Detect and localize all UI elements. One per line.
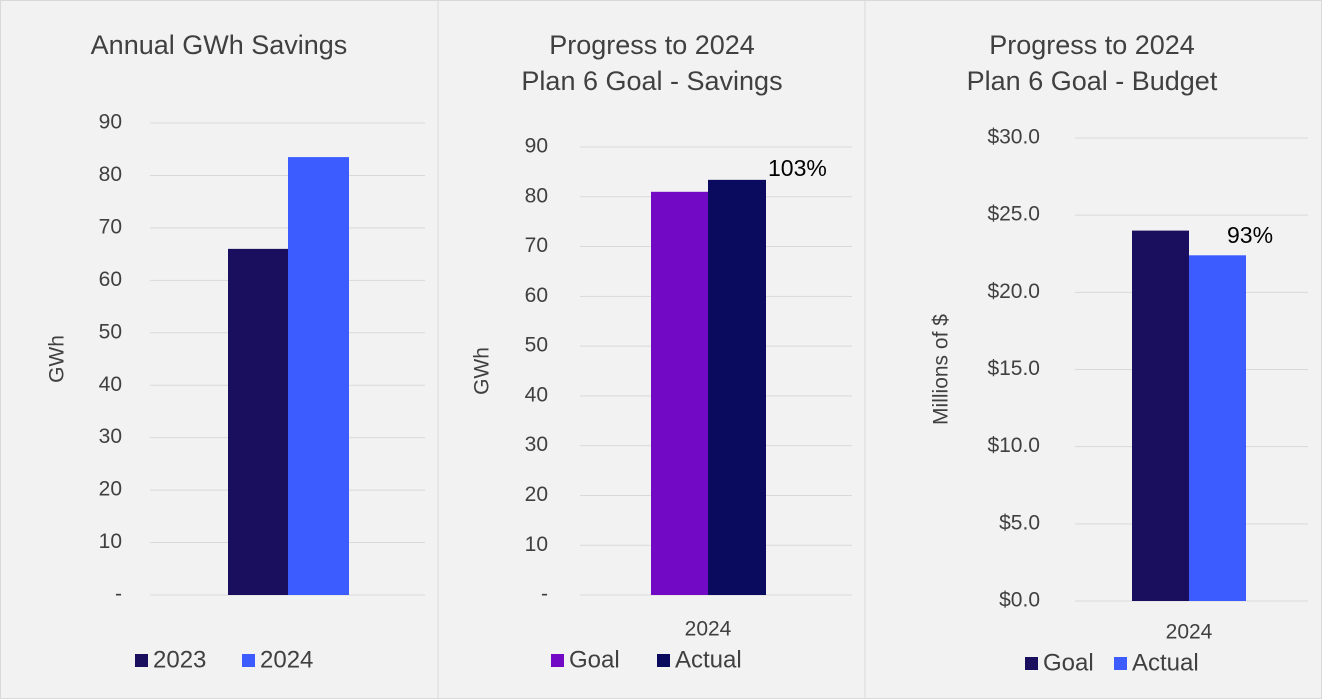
chart-title: Plan 6 Goal - Savings — [521, 66, 782, 96]
y-tick-label: 80 — [525, 184, 548, 207]
legend-swatch — [1114, 657, 1127, 670]
chart-title: Annual GWh Savings — [91, 30, 348, 60]
legend-swatch — [551, 654, 564, 667]
bar — [1189, 255, 1246, 601]
y-tick-label: 90 — [99, 111, 122, 134]
y-tick-label: 70 — [99, 215, 122, 238]
bar — [1132, 230, 1189, 601]
legend-label: 2024 — [260, 646, 313, 673]
y-tick-label: 30 — [525, 433, 548, 456]
legend-label: Actual — [1132, 649, 1199, 676]
y-tick-label: 90 — [525, 135, 548, 158]
y-tick-label: $20.0 — [987, 280, 1040, 303]
y-tick-label: $10.0 — [987, 434, 1040, 457]
chart-title: Progress to 2024 — [549, 30, 755, 60]
y-tick-label: 70 — [525, 234, 548, 257]
y-tick-label: 50 — [525, 334, 548, 357]
chart-title: Plan 6 Goal - Budget — [967, 66, 1218, 96]
legend-label: 2023 — [153, 646, 206, 673]
legend-swatch — [242, 654, 255, 667]
y-tick-label: 20 — [99, 478, 122, 501]
y-tick-label: 60 — [99, 268, 122, 291]
y-tick-label: $25.0 — [987, 203, 1040, 226]
y-tick-label: 40 — [99, 373, 122, 396]
legend-swatch — [1025, 657, 1038, 670]
y-tick-label: 40 — [525, 383, 548, 406]
legend-label: Goal — [569, 646, 620, 673]
x-tick-label: 2024 — [685, 618, 732, 641]
bar — [228, 248, 288, 595]
annotation: 93% — [1227, 222, 1273, 248]
y-tick-label: $15.0 — [987, 357, 1040, 380]
bar — [651, 191, 708, 596]
legend-swatch — [657, 654, 670, 667]
y-tick-label: 80 — [99, 163, 122, 186]
annotation: 103% — [768, 155, 827, 181]
y-tick-label: 20 — [525, 483, 548, 506]
y-tick-label: - — [541, 583, 548, 606]
bar — [708, 179, 766, 595]
legend-swatch — [135, 654, 148, 667]
y-tick-label: $30.0 — [987, 126, 1040, 149]
legend-label: Goal — [1043, 649, 1094, 676]
x-tick-label: 2024 — [1166, 621, 1213, 644]
y-axis-label: GWh — [46, 335, 69, 383]
y-axis-label: GWh — [471, 347, 494, 395]
legend-label: Actual — [675, 646, 742, 673]
chart-title: Progress to 2024 — [989, 30, 1195, 60]
y-tick-label: $5.0 — [999, 511, 1040, 534]
y-tick-label: 60 — [525, 284, 548, 307]
y-tick-label: $0.0 — [999, 589, 1040, 612]
y-tick-label: 30 — [99, 425, 122, 448]
y-tick-label: - — [115, 583, 122, 606]
y-tick-label: 10 — [99, 530, 122, 553]
y-axis-label: Millions of $ — [930, 314, 953, 425]
y-tick-label: 10 — [525, 533, 548, 556]
y-tick-label: 50 — [99, 320, 122, 343]
bar — [288, 157, 349, 596]
